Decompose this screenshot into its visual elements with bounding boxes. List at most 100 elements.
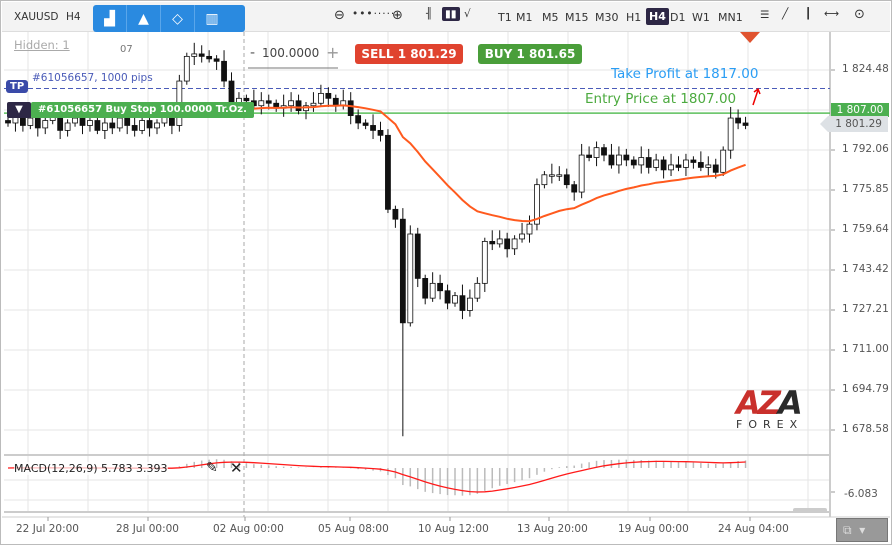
candle-body (712, 164, 719, 173)
vertical-line-icon[interactable]: ┃ (805, 8, 812, 20)
timeframe-h4[interactable]: H4 (646, 8, 669, 25)
timeframe-m30[interactable]: M30 (595, 11, 619, 24)
more-menu-icon[interactable]: ⊙ (854, 7, 865, 22)
quantity-input[interactable]: 100.0000 (262, 46, 320, 60)
candle-body (355, 115, 362, 124)
candle-body (288, 100, 295, 107)
tp-tag[interactable]: TP (6, 80, 29, 93)
symbol-label: XAUUSD (14, 11, 59, 23)
candle-body (94, 120, 101, 131)
candle-body (87, 120, 93, 126)
buy-button[interactable]: BUY 1 801.65 (478, 44, 582, 64)
bar-type-icon[interactable]: ╢ (426, 8, 433, 20)
grid-label: 07 (120, 44, 133, 55)
macd-label: MACD(12,26,9) 5.783 3.393 (14, 462, 168, 475)
pending-order-label[interactable]: #61056657 Buy Stop 100.0000 Tr.Oz. (31, 102, 254, 118)
timeframe-m5[interactable]: M5 (542, 11, 559, 24)
period-label: H4 (66, 11, 81, 23)
candle-body (496, 238, 503, 245)
candle-body (563, 174, 570, 186)
order-collapse-icon[interactable]: ▼ (7, 102, 31, 118)
candle-body (466, 297, 473, 311)
remove-indicator-icon[interactable]: ✕ (230, 459, 243, 477)
horizontal-scrollbar (793, 508, 827, 513)
time-tick: 05 Aug 08:00 (318, 523, 389, 535)
candle-body (541, 174, 548, 186)
timeframe-h1[interactable]: H1 (626, 11, 642, 24)
quantity-minus-button[interactable]: - (250, 45, 256, 61)
price-tick: 1 824.48 (842, 63, 889, 75)
candle-body (452, 295, 458, 304)
candle-body (362, 122, 369, 126)
price-tick: 1 711.00 (842, 343, 889, 355)
candle-body (593, 147, 600, 158)
candle-body (608, 154, 615, 166)
candle-body (64, 122, 71, 131)
time-tick: 13 Aug 20:00 (517, 523, 588, 535)
horizontal-line-icon[interactable]: ⟷ (824, 8, 840, 20)
candle-body (705, 164, 712, 168)
candle-body (645, 157, 652, 168)
candle-body (623, 154, 630, 161)
chart-settings-dropdown[interactable]: ⧉ ▾ (836, 518, 888, 542)
time-tick: 02 Aug 00:00 (213, 523, 284, 535)
candle-body (601, 147, 607, 156)
price-tick: 1 759.64 (842, 223, 889, 235)
candle-body (258, 100, 265, 107)
timeframe-t1[interactable]: T1 (498, 11, 512, 24)
edit-indicator-icon[interactable]: ✎ (206, 460, 218, 476)
candle-body (407, 233, 414, 324)
time-tick: 22 Jul 20:00 (16, 523, 79, 535)
sell-button[interactable]: SELL 1 801.29 (355, 44, 463, 64)
candle-body (459, 295, 466, 311)
hidden-objects-link[interactable]: Hidden: 1 (14, 38, 70, 52)
zoom-out-icon[interactable]: ⊖ (334, 8, 345, 23)
timeframe-d1[interactable]: D1 (670, 11, 686, 24)
candle-body (586, 154, 592, 158)
timeframe-m15[interactable]: M15 (565, 11, 589, 24)
indicators-icon[interactable]: ▥ (205, 10, 219, 27)
candle-body (154, 122, 160, 129)
price-tick: 1 694.79 (842, 383, 889, 395)
candle-body (198, 53, 205, 57)
diamond-icon[interactable]: ◇ (161, 5, 195, 32)
macd-axis-tick: -6.083 (844, 488, 878, 500)
trendline-icon[interactable]: ╱ (782, 8, 789, 20)
candle-body (504, 238, 511, 250)
candle-body (34, 117, 41, 129)
candle-body (385, 134, 391, 210)
candle-body (243, 97, 250, 102)
candle-body (213, 58, 220, 62)
time-tick: 10 Aug 12:00 (418, 523, 489, 535)
timeframe-w1[interactable]: W1 (692, 11, 710, 24)
zoom-slider[interactable]: •••····· (352, 8, 396, 20)
aza-forex-logo: AZA FOREX (736, 384, 804, 431)
candlestick-type-icon[interactable]: ▮▮ (442, 7, 460, 21)
candle-body (228, 80, 235, 104)
candle-body (489, 241, 496, 245)
shapes-icon[interactable]: ▲ (127, 5, 161, 32)
candle-body (556, 174, 563, 177)
bar-chart-icon[interactable]: ▟ (93, 5, 127, 32)
candle-body (683, 159, 689, 168)
zoom-in-icon[interactable]: ⊕ (392, 8, 403, 23)
timeframe-m1[interactable]: M1 (516, 11, 533, 24)
candle-body (332, 97, 339, 107)
timeframe-mn1[interactable]: MN1 (718, 11, 743, 24)
candle-body (474, 282, 481, 299)
candle-body (124, 117, 131, 126)
fibonacci-icon[interactable]: ☰ (760, 9, 770, 21)
candle-body (616, 154, 622, 166)
line-type-icon[interactable]: √ (464, 8, 471, 20)
candle-body (27, 117, 34, 126)
quantity-plus-button[interactable]: + (326, 43, 340, 62)
candle-body (697, 162, 704, 168)
candle-body (742, 122, 749, 126)
candle-body (183, 55, 190, 82)
candle-body (72, 117, 78, 124)
candle-body (735, 117, 741, 124)
candle-body (221, 60, 227, 82)
price-tick: 1 678.58 (842, 423, 889, 435)
candle-body (206, 55, 213, 60)
